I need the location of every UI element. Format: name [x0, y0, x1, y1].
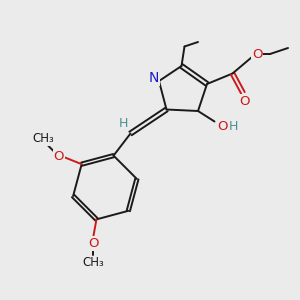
Text: H: H [228, 120, 238, 134]
Text: O: O [53, 150, 64, 163]
Text: O: O [88, 237, 99, 250]
Text: O: O [218, 120, 228, 134]
Text: CH₃: CH₃ [33, 132, 54, 145]
Text: O: O [252, 47, 262, 61]
Text: H: H [118, 117, 128, 130]
Text: CH₃: CH₃ [82, 256, 104, 269]
Text: N: N [148, 71, 159, 85]
Text: O: O [239, 95, 250, 108]
